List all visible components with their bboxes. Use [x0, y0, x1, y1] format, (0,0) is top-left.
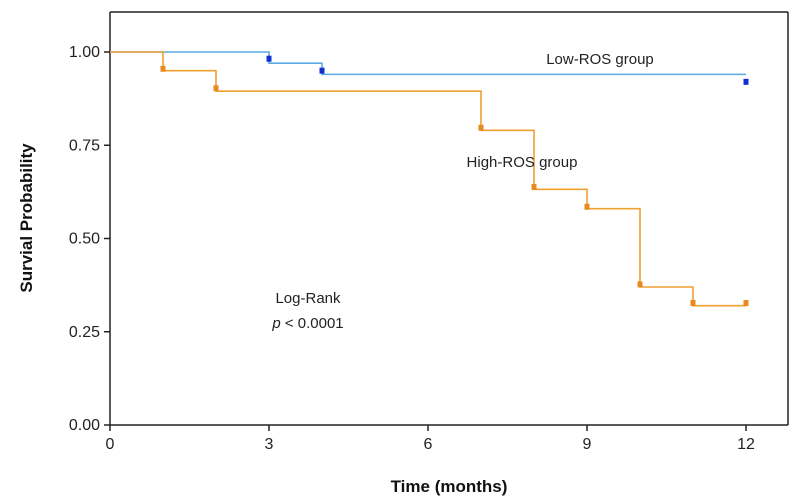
y-tick-label: 0.50	[69, 231, 100, 248]
high-ros-censor-mark	[743, 300, 749, 307]
y-tick-label: 0.75	[69, 137, 100, 154]
high-ros-censor-mark	[531, 184, 537, 191]
low-ros-censor-mark	[319, 67, 325, 74]
y-tick-label: 1.00	[69, 44, 100, 61]
x-axis-title: Time (months)	[391, 477, 508, 496]
high-ros-censor-mark	[584, 203, 590, 210]
x-tick-label: 3	[265, 436, 274, 453]
y-tick-label: 0.25	[69, 324, 100, 341]
x-ticks: 0 3 6 9 12	[106, 425, 755, 453]
high-ros-curve	[110, 51, 746, 307]
x-tick-label: 6	[424, 436, 433, 453]
high-ros-censor-mark	[690, 300, 696, 307]
low-ros-curve	[110, 51, 746, 76]
low-ros-label: Low-ROS group	[546, 51, 654, 68]
high-ros-censor-mark	[478, 124, 484, 131]
p-value-label: p < 0.0001	[271, 315, 343, 332]
high-ros-censor-mark	[637, 281, 643, 288]
low-ros-censor-mark	[743, 78, 749, 85]
censor-marks	[160, 55, 749, 307]
y-tick-label: 0.00	[69, 417, 100, 434]
low-ros-censor-mark	[266, 55, 272, 62]
y-axis-title: Survial Probability	[17, 143, 36, 293]
survival-curves	[110, 51, 746, 307]
log-rank-label: Log-Rank	[275, 290, 341, 307]
x-tick-label: 12	[737, 436, 755, 453]
y-ticks: 0.00 0.25 0.50 0.75 1.00	[69, 44, 110, 434]
p-symbol: p	[271, 315, 280, 332]
x-tick-label: 9	[583, 436, 592, 453]
p-value: < 0.0001	[281, 315, 344, 332]
high-ros-label: High-ROS group	[467, 154, 578, 171]
x-tick-label: 0	[106, 436, 115, 453]
high-ros-censor-mark	[213, 85, 219, 92]
high-ros-censor-mark	[160, 65, 166, 72]
